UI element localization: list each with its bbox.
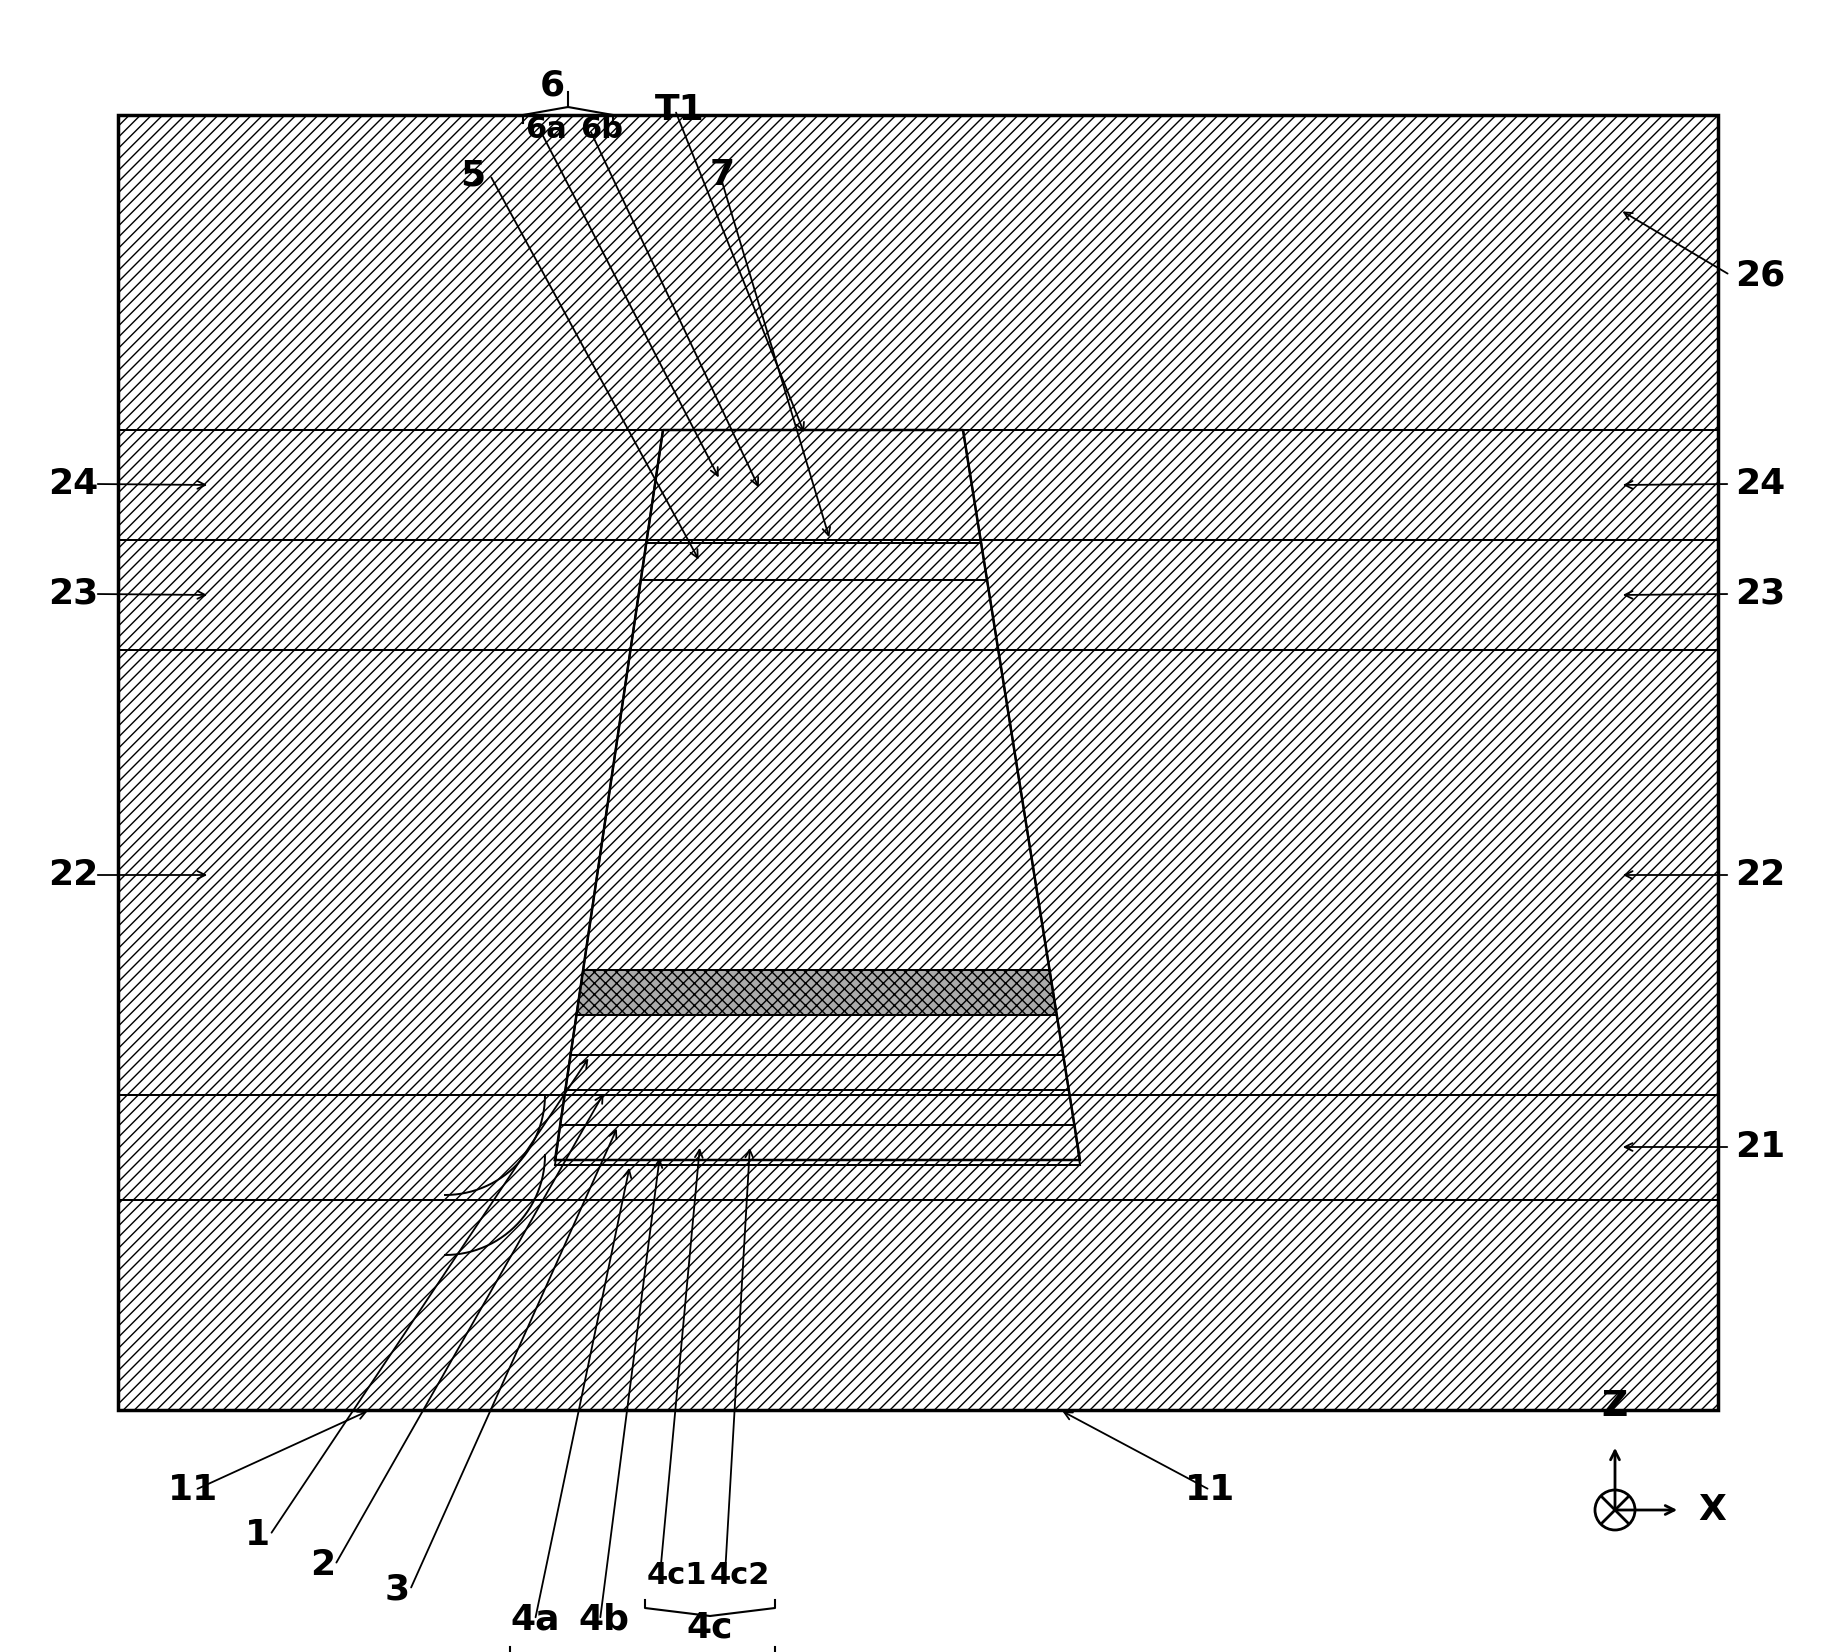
Polygon shape <box>565 1056 1068 1090</box>
Text: 23: 23 <box>1734 577 1784 611</box>
Text: 5: 5 <box>460 159 485 192</box>
Text: X: X <box>1697 1493 1725 1526</box>
Text: 6b: 6b <box>579 116 623 144</box>
Bar <box>118 540 1718 649</box>
Text: 4c: 4c <box>686 1611 734 1645</box>
Text: 11: 11 <box>1184 1474 1234 1507</box>
Text: 24: 24 <box>1734 468 1784 501</box>
Text: 3: 3 <box>384 1573 410 1607</box>
Text: 4c2: 4c2 <box>710 1561 771 1589</box>
Bar <box>118 116 1718 1411</box>
Polygon shape <box>555 1125 1079 1165</box>
Text: 11: 11 <box>167 1474 219 1507</box>
Text: 2: 2 <box>309 1548 335 1583</box>
Bar <box>118 649 1718 1095</box>
Text: 6a: 6a <box>524 116 566 144</box>
Text: 4c1: 4c1 <box>647 1561 708 1589</box>
Polygon shape <box>640 544 986 580</box>
Bar <box>118 1095 1718 1199</box>
Text: 23: 23 <box>48 577 97 611</box>
Text: 22: 22 <box>1734 857 1784 892</box>
Bar <box>118 430 1718 540</box>
Text: 7: 7 <box>710 159 736 192</box>
Text: 22: 22 <box>48 857 97 892</box>
Text: 4b: 4b <box>577 1602 629 1637</box>
Text: 1: 1 <box>245 1518 270 1551</box>
Text: 26: 26 <box>1734 258 1784 292</box>
Text: 4a: 4a <box>509 1602 559 1637</box>
Text: T1: T1 <box>655 93 704 127</box>
Polygon shape <box>559 1090 1074 1125</box>
Polygon shape <box>583 580 1048 970</box>
Text: 6: 6 <box>539 68 565 102</box>
Bar <box>118 1199 1718 1411</box>
Text: 21: 21 <box>1734 1130 1784 1165</box>
Bar <box>118 116 1718 430</box>
Text: Z: Z <box>1602 1389 1628 1422</box>
Polygon shape <box>570 1014 1063 1056</box>
Polygon shape <box>576 970 1056 1014</box>
Text: 24: 24 <box>48 468 97 501</box>
Circle shape <box>1594 1490 1635 1530</box>
Polygon shape <box>645 430 980 544</box>
